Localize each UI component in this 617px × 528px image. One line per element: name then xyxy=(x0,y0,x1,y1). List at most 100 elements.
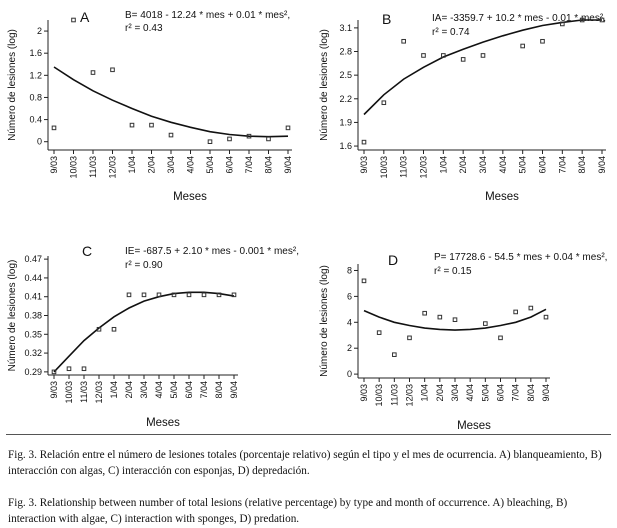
y-tick-label: 2 xyxy=(37,26,42,36)
x-tick-label: 5/04 xyxy=(518,156,528,174)
x-tick-label: 1/04 xyxy=(438,156,448,174)
x-tick-label: 12/03 xyxy=(108,156,118,179)
data-point xyxy=(392,352,397,357)
data-point xyxy=(401,38,406,44)
y-tick-label: 3.1 xyxy=(339,23,352,33)
x-tick-label: 7/04 xyxy=(244,156,254,174)
data-point xyxy=(141,292,147,298)
x-tick-label: 9/04 xyxy=(597,156,607,174)
r-squared: r² = 0.74 xyxy=(432,27,470,38)
y-tick-label: 0 xyxy=(37,137,42,147)
panel-label: B xyxy=(382,11,391,27)
data-point xyxy=(513,309,518,315)
data-point xyxy=(483,321,488,326)
y-tick-label: 0.47 xyxy=(24,254,42,264)
fit-curve xyxy=(363,19,602,116)
chart-panel-a: 0 0.4 0.8 1.2 1.6 2 9/03 10/03 11/03 12/03 1/04 2/0… xyxy=(7,9,293,203)
x-tick-label: 5/04 xyxy=(480,384,490,402)
data-point xyxy=(110,67,115,73)
data-point xyxy=(149,122,154,128)
data-point xyxy=(71,17,76,23)
x-tick-label: 1/04 xyxy=(109,381,119,399)
y-tick-label: 0 xyxy=(347,369,352,379)
data-point xyxy=(186,292,192,298)
y-tick-label: 2.2 xyxy=(339,94,352,104)
data-point xyxy=(126,292,132,298)
r-squared: r² = 0.90 xyxy=(125,260,163,271)
x-axis-title: Meses xyxy=(485,191,519,203)
data-point xyxy=(437,314,443,320)
regression-equation: P= 17728.6 - 54.5 * mes + 0.04 * mes², xyxy=(434,252,607,263)
x-tick-label: 3/04 xyxy=(478,156,488,174)
x-tick-label: 4/04 xyxy=(186,156,196,174)
y-tick-label: 0.8 xyxy=(29,92,42,102)
x-axis-title: Meses xyxy=(173,191,207,203)
x-tick-label: 3/04 xyxy=(450,384,460,402)
x-tick-label: 10/03 xyxy=(64,381,74,404)
x-tick-label: 9/04 xyxy=(283,156,293,174)
x-tick-label: 5/04 xyxy=(205,156,215,174)
panel-label: A xyxy=(80,9,90,25)
y-tick-label: 2.8 xyxy=(339,47,352,57)
data-point xyxy=(560,21,565,27)
x-tick-label: 6/04 xyxy=(538,156,548,174)
y-tick-label: 2 xyxy=(347,343,352,353)
x-tick-label: 2/04 xyxy=(458,156,468,174)
y-tick-label: 0.41 xyxy=(24,292,42,302)
data-point xyxy=(129,122,135,128)
y-tick-label: 1.6 xyxy=(29,48,42,58)
data-point xyxy=(498,335,503,341)
y-axis-title: Número de lesiones (log) xyxy=(319,265,330,377)
data-point xyxy=(441,53,446,58)
y-tick-label: 0.32 xyxy=(24,348,42,358)
data-point xyxy=(266,136,271,142)
y-tick-label: 0.44 xyxy=(24,273,42,283)
y-tick-label: 8 xyxy=(347,265,352,275)
chart-panel-b: 1.6 1.9 2.2 2.5 2.8 3.1 9/03 10/03 11/03 12/03 1/0… xyxy=(319,11,607,203)
fit-curve xyxy=(53,291,235,373)
data-point xyxy=(480,53,486,58)
x-tick-label: 8/04 xyxy=(214,381,224,399)
y-tick-label: 0.29 xyxy=(24,367,42,377)
data-point xyxy=(66,366,72,372)
data-point xyxy=(540,38,545,44)
x-tick-label: 4/04 xyxy=(154,381,164,399)
y-tick-label: 1.2 xyxy=(29,70,42,80)
x-tick-label: 11/03 xyxy=(88,156,98,178)
regression-equation: IA= -3359.7 + 10.2 * mes - 0.01 * mes², xyxy=(432,13,606,24)
panel-label: C xyxy=(82,243,92,259)
x-tick-label: 1/04 xyxy=(420,384,430,402)
caption-rule xyxy=(6,434,611,435)
x-tick-label: 11/03 xyxy=(79,381,89,403)
data-point xyxy=(51,125,57,131)
data-point xyxy=(381,100,387,106)
data-point xyxy=(599,17,605,23)
y-tick-label: 0.35 xyxy=(24,329,42,339)
data-point xyxy=(579,17,585,23)
panel-label: D xyxy=(388,252,398,268)
x-tick-label: 10/03 xyxy=(379,156,389,179)
y-tick-label: 2.5 xyxy=(339,70,352,80)
x-tick-label: 8/04 xyxy=(526,384,536,402)
x-tick-label: 9/03 xyxy=(359,156,369,174)
regression-equation: B= 4018 - 12.24 * mes + 0.01 * mes², xyxy=(125,10,290,21)
y-axis-title: Número de lesiones (log) xyxy=(319,29,330,141)
data-point xyxy=(376,330,382,335)
x-tick-label: 7/04 xyxy=(199,381,209,399)
data-point xyxy=(460,57,466,62)
r-squared: r² = 0.43 xyxy=(125,23,163,34)
x-tick-label: 9/03 xyxy=(49,381,59,399)
data-point xyxy=(201,292,207,298)
x-tick-label: 3/04 xyxy=(166,156,176,174)
data-point xyxy=(543,314,549,320)
x-tick-label: 9/04 xyxy=(541,384,551,402)
x-tick-label: 11/03 xyxy=(399,156,409,178)
x-tick-label: 12/03 xyxy=(405,384,415,407)
data-point xyxy=(421,53,426,58)
data-point xyxy=(51,369,57,375)
fit-curve xyxy=(363,308,547,331)
x-tick-label: 6/04 xyxy=(496,384,506,402)
y-axis-title: Número de lesiones (log) xyxy=(7,260,18,372)
data-point xyxy=(246,133,252,139)
